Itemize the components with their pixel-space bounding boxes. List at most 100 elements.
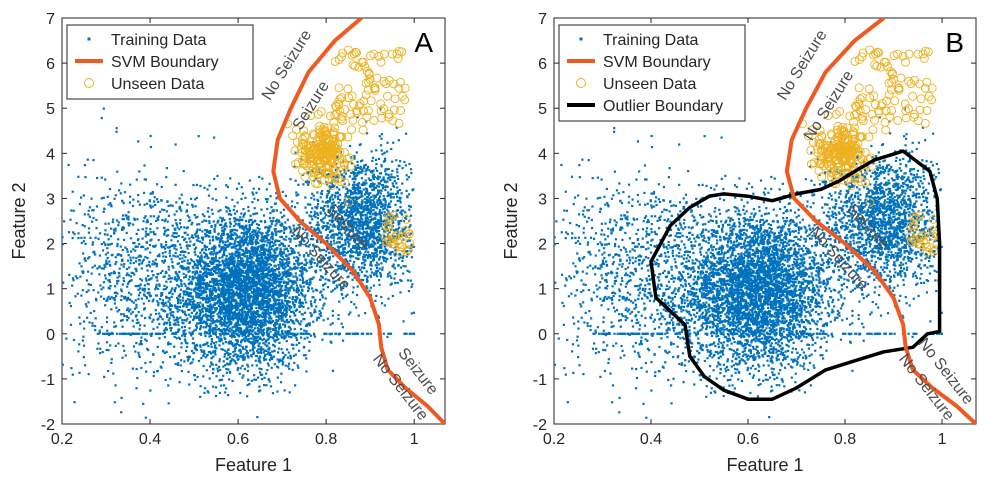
training-point	[265, 231, 268, 234]
training-point	[251, 242, 254, 246]
training-point	[321, 249, 324, 252]
training-point	[273, 363, 276, 366]
training-point	[273, 349, 276, 352]
training-point	[211, 261, 214, 264]
training-point	[225, 351, 229, 354]
training-point	[222, 284, 225, 287]
training-point	[232, 276, 236, 279]
training-point	[261, 322, 264, 325]
training-point	[263, 274, 266, 277]
training-point	[325, 195, 329, 198]
training-point	[330, 206, 333, 209]
training-point	[194, 291, 198, 294]
training-point	[292, 249, 295, 252]
training-point	[200, 249, 204, 252]
training-point	[186, 359, 190, 362]
training-point	[371, 202, 374, 205]
training-point	[270, 279, 274, 282]
training-point	[230, 228, 233, 232]
training-point	[237, 315, 241, 318]
training-point	[173, 288, 176, 291]
training-point	[244, 289, 247, 292]
training-point	[236, 295, 240, 298]
training-point	[380, 184, 383, 187]
training-point	[278, 260, 282, 263]
training-point	[208, 239, 212, 242]
training-point	[251, 299, 255, 302]
training-point	[275, 233, 278, 236]
training-point	[291, 368, 294, 372]
training-point	[242, 259, 245, 263]
training-point	[208, 300, 212, 303]
training-point	[392, 216, 395, 219]
training-point	[355, 249, 358, 252]
training-point	[232, 314, 235, 317]
training-point	[202, 364, 205, 368]
training-point	[298, 254, 301, 257]
training-point	[300, 235, 304, 239]
training-point	[314, 215, 317, 219]
training-point	[262, 348, 265, 351]
training-point	[223, 273, 226, 277]
training-point	[294, 334, 297, 337]
training-point	[236, 305, 239, 308]
training-point	[231, 311, 235, 314]
training-point	[339, 220, 342, 223]
training-point	[267, 321, 270, 324]
training-point	[226, 233, 229, 236]
training-point	[236, 244, 239, 247]
training-point	[269, 236, 273, 239]
training-point	[378, 239, 382, 242]
training-point	[240, 186, 243, 189]
training-point	[205, 245, 209, 249]
training-point	[288, 306, 291, 309]
training-point	[225, 266, 228, 269]
training-point	[287, 356, 290, 359]
training-point	[256, 262, 259, 265]
training-point	[246, 287, 250, 290]
training-point	[174, 278, 177, 281]
training-point	[379, 225, 382, 228]
training-point	[297, 264, 300, 267]
training-point	[261, 329, 265, 332]
training-point	[296, 278, 299, 282]
training-point	[246, 312, 250, 315]
training-point	[210, 290, 214, 293]
training-point	[213, 326, 217, 330]
training-point	[342, 219, 345, 222]
training-point	[267, 364, 270, 367]
training-point	[301, 289, 304, 292]
training-point	[301, 237, 304, 241]
training-point	[253, 207, 256, 210]
training-point	[213, 283, 216, 286]
training-point	[194, 303, 197, 306]
training-point	[287, 362, 291, 365]
training-point	[326, 193, 329, 196]
training-point	[191, 303, 195, 306]
training-point	[274, 301, 277, 304]
training-point	[405, 132, 408, 135]
training-point	[253, 342, 256, 345]
training-point	[252, 329, 255, 332]
training-point	[176, 330, 180, 333]
training-point	[257, 348, 260, 351]
training-point	[258, 260, 262, 263]
training-point	[287, 274, 290, 278]
training-point	[339, 267, 343, 271]
training-point	[247, 295, 250, 299]
training-point	[375, 250, 378, 253]
training-point	[300, 262, 303, 265]
training-point	[285, 283, 288, 286]
training-point	[207, 248, 211, 251]
training-point	[276, 358, 279, 361]
training-point	[249, 269, 252, 272]
training-point	[380, 220, 383, 223]
y-tick-label: -1	[41, 372, 55, 389]
training-point	[274, 321, 277, 325]
training-point	[369, 212, 372, 215]
training-point	[291, 301, 294, 304]
training-point	[206, 257, 209, 260]
training-point	[185, 319, 188, 322]
training-point	[187, 370, 190, 373]
training-point	[232, 262, 236, 265]
